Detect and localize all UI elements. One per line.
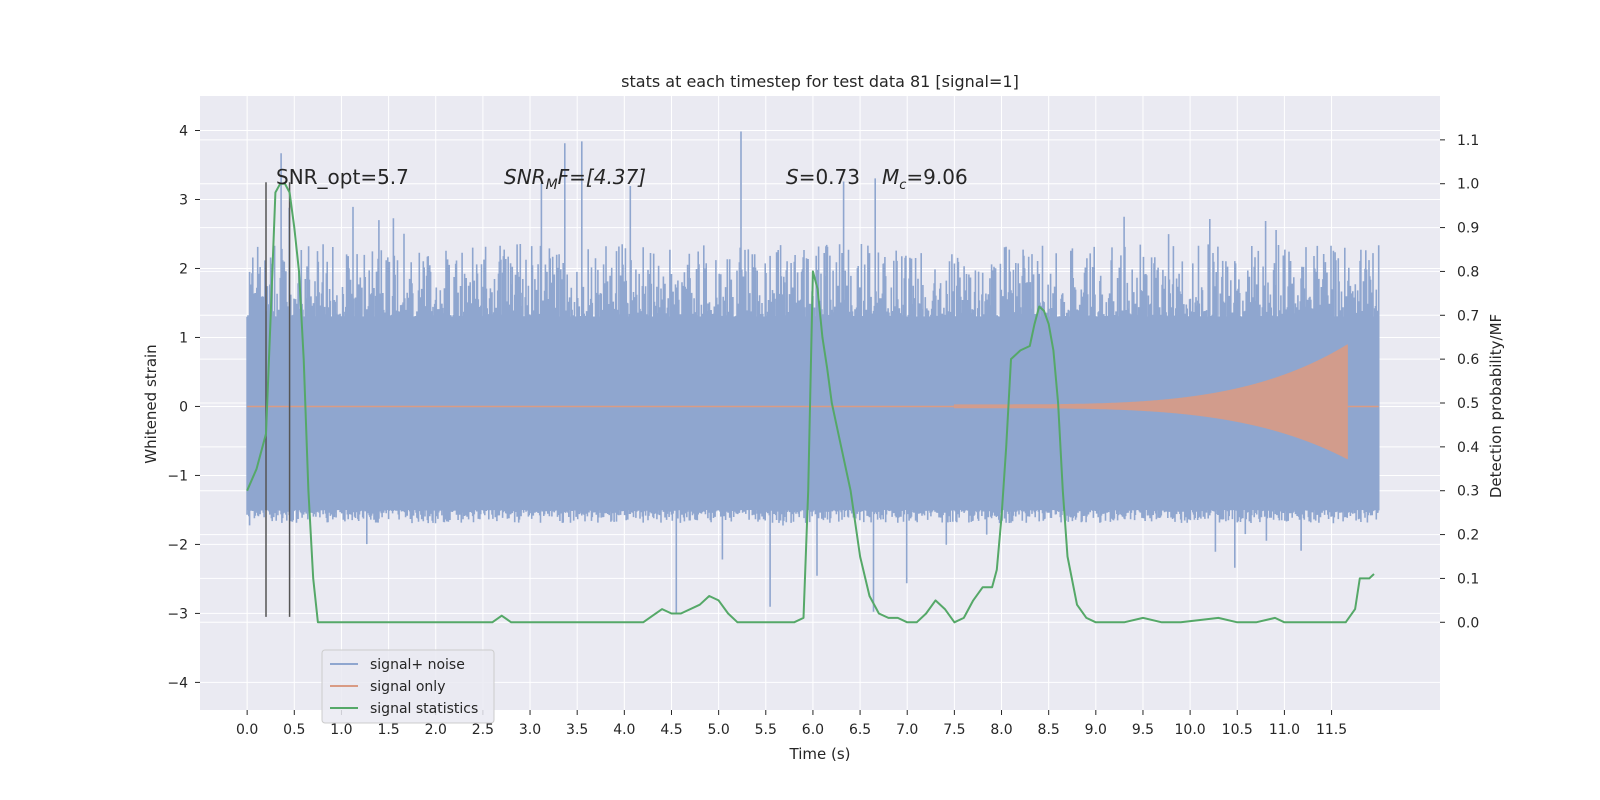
x-tick-label: 9.0 (1085, 722, 1107, 738)
x-axis-label: Time (s) (789, 745, 851, 763)
x-tick-label: 6.5 (849, 722, 871, 738)
left-y-tick-label: −3 (167, 606, 188, 622)
x-tick-label: 8.5 (1038, 722, 1060, 738)
snr-mf-main: SNR (504, 165, 546, 189)
right-y-tick-label: 0.5 (1457, 396, 1479, 412)
s-annotation: S=0.73 (786, 165, 860, 189)
left-y-tick-label: 0 (179, 399, 188, 415)
right-y-tick-label: 0.1 (1457, 571, 1479, 587)
x-tick-label: 7.0 (896, 722, 918, 738)
x-tick-label: 5.0 (707, 722, 729, 738)
right-y-tick-label: 1.0 (1457, 177, 1479, 193)
x-tick-label: 11.0 (1269, 722, 1300, 738)
x-tick-label: 3.0 (519, 722, 541, 738)
signal-statistics-line (246, 182, 1375, 624)
left-y-tick-label: −2 (167, 537, 188, 553)
mc-value: =9.06 (906, 165, 967, 189)
legend-label-noise: signal+ noise (370, 657, 465, 673)
left-y-ticks: −4 −3 −2 −1 0 1 2 3 4 (167, 123, 200, 691)
x-tick-label: 2.0 (425, 722, 447, 738)
s-label: S (786, 165, 799, 189)
snr-mf-rest: F=[4.37] (558, 165, 646, 189)
right-y-axis-label: Detection probability/MF (1487, 314, 1505, 498)
right-y-tick-label: 0.7 (1457, 308, 1479, 324)
signal-chirp (953, 344, 1348, 460)
x-ticks: 0.0 0.5 1.0 1.5 2.0 2.5 3.0 3.5 4.0 4.5 5.0 5.5 6.0 6… (236, 710, 1347, 738)
legend: signal+ noise signal only signal statist… (321, 649, 495, 724)
signal-statistics-series (246, 182, 1375, 624)
x-tick-label: 9.5 (1132, 722, 1154, 738)
right-y-tick-label: 1.1 (1457, 133, 1479, 149)
left-y-tick-label: 1 (179, 330, 188, 346)
x-tick-label: 10.0 (1175, 722, 1206, 738)
x-tick-label: 1.5 (377, 722, 399, 738)
mc-sub: c (899, 178, 906, 193)
x-tick-label: 1.0 (330, 722, 352, 738)
left-y-tick-label: −4 (167, 675, 188, 691)
snr-opt-annotation: SNR_opt=5.7 (276, 165, 409, 189)
y-axis-label: Whitened strain (142, 344, 160, 463)
x-tick-label: 5.5 (755, 722, 777, 738)
marker-lines (265, 182, 291, 617)
x-tick-label: 0.0 (236, 722, 258, 738)
right-y-ticks: 0.0 0.1 0.2 0.3 0.4 0.5 0.6 0.7 0.8 0.9 1.0 1.1 (1440, 133, 1479, 631)
left-y-tick-label: 4 (179, 123, 188, 139)
x-tick-label: 11.5 (1316, 722, 1347, 738)
snr-mf-annotation: SNRMF=[4.37] (504, 165, 646, 193)
mc-annotation: Mc=9.06 (882, 165, 968, 193)
x-tick-label: 0.5 (283, 722, 305, 738)
snr-mf-sub: M (546, 177, 558, 193)
right-y-tick-label: 0.0 (1457, 615, 1479, 631)
right-y-tick-label: 0.8 (1457, 264, 1479, 280)
signal-only-series (247, 344, 1379, 460)
x-tick-label: 8.0 (990, 722, 1012, 738)
x-tick-label: 3.5 (566, 722, 588, 738)
chart-title: stats at each timestep for test data 81 … (621, 72, 1019, 91)
x-tick-label: 10.5 (1222, 722, 1253, 738)
right-y-tick-label: 0.6 (1457, 352, 1479, 368)
x-tick-label: 7.5 (943, 722, 965, 738)
x-tick-label: 6.0 (802, 722, 824, 738)
legend-box (321, 649, 495, 724)
right-y-tick-label: 0.4 (1457, 440, 1479, 456)
left-y-tick-label: −1 (167, 468, 188, 484)
right-y-tick-label: 0.2 (1457, 528, 1479, 544)
left-y-tick-label: 2 (179, 261, 188, 277)
right-y-tick-label: 0.3 (1457, 484, 1479, 500)
s-value: =0.73 (799, 165, 860, 189)
x-tick-label: 4.5 (660, 722, 682, 738)
x-tick-label: 2.5 (472, 722, 494, 738)
right-y-tick-label: 0.9 (1457, 221, 1479, 237)
legend-label-signal: signal only (370, 679, 445, 695)
x-tick-label: 4.0 (613, 722, 635, 738)
legend-label-stats: signal statistics (370, 701, 478, 717)
mc-label: M (882, 165, 899, 189)
left-y-tick-label: 3 (179, 192, 188, 208)
